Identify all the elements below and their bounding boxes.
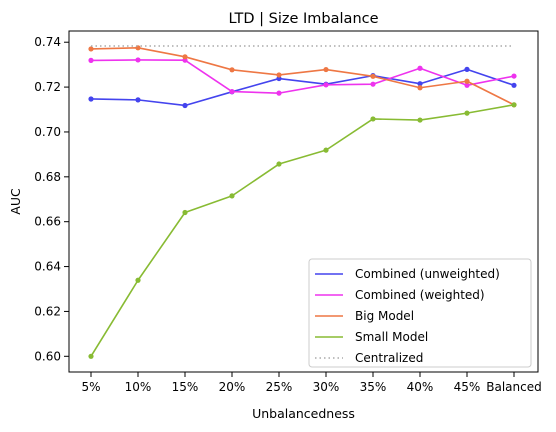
series-line bbox=[91, 69, 514, 105]
y-tick-label: 0.72 bbox=[34, 80, 61, 94]
x-axis-title: Unbalancedness bbox=[252, 406, 355, 421]
y-tick-label: 0.64 bbox=[34, 260, 61, 274]
x-tick-label: 30% bbox=[313, 380, 340, 394]
legend-label: Centralized bbox=[355, 351, 423, 365]
series-line bbox=[91, 60, 514, 93]
data-point bbox=[276, 161, 281, 166]
data-point bbox=[182, 54, 187, 59]
x-axis-ticks: 5% 10% 15% 20% 25% 30% 35% 40% 45% Balanced bbox=[81, 372, 541, 394]
data-point bbox=[88, 354, 93, 359]
y-tick-label: 0.70 bbox=[34, 125, 61, 139]
data-point bbox=[182, 210, 187, 215]
data-point bbox=[229, 89, 234, 94]
chart-title: LTD | Size Imbalance bbox=[228, 11, 378, 27]
x-tick-label: 10% bbox=[125, 380, 152, 394]
data-point bbox=[182, 103, 187, 108]
data-point bbox=[229, 67, 234, 72]
y-tick-label: 0.66 bbox=[34, 215, 61, 229]
data-point bbox=[276, 72, 281, 77]
series-line bbox=[91, 48, 514, 105]
data-point bbox=[417, 66, 422, 71]
x-tick-label: 45% bbox=[454, 380, 481, 394]
data-point bbox=[135, 97, 140, 102]
data-point bbox=[464, 67, 469, 72]
legend-label: Big Model bbox=[355, 309, 414, 323]
data-point bbox=[370, 74, 375, 79]
data-point bbox=[276, 91, 281, 96]
x-tick-label: Balanced bbox=[486, 380, 541, 394]
data-point bbox=[370, 82, 375, 87]
y-tick-label: 0.74 bbox=[34, 35, 61, 49]
data-point bbox=[370, 116, 375, 121]
x-tick-label: 25% bbox=[266, 380, 293, 394]
data-point bbox=[88, 46, 93, 51]
x-tick-label: 40% bbox=[407, 380, 434, 394]
y-axis-ticks: 0.60 0.62 0.64 0.66 0.68 0.70 0.72 0.74 bbox=[34, 35, 69, 363]
data-point bbox=[135, 278, 140, 283]
x-tick-label: 20% bbox=[219, 380, 246, 394]
data-point bbox=[511, 73, 516, 78]
y-axis-title: AUC bbox=[8, 188, 23, 215]
legend-label: Small Model bbox=[355, 330, 428, 344]
y-tick-label: 0.68 bbox=[34, 170, 61, 184]
data-point bbox=[135, 57, 140, 62]
y-tick-label: 0.60 bbox=[34, 349, 61, 363]
data-point bbox=[88, 96, 93, 101]
data-point bbox=[323, 148, 328, 153]
data-point bbox=[417, 85, 422, 90]
legend: Combined (unweighted) Combined (weighted)… bbox=[309, 259, 531, 367]
x-tick-label: 15% bbox=[172, 380, 199, 394]
data-point bbox=[323, 82, 328, 87]
data-point bbox=[229, 193, 234, 198]
legend-label: Combined (weighted) bbox=[355, 288, 485, 302]
x-tick-label: 5% bbox=[81, 380, 100, 394]
data-point bbox=[511, 102, 516, 107]
data-point bbox=[417, 117, 422, 122]
legend-label: Combined (unweighted) bbox=[355, 267, 500, 281]
data-point bbox=[88, 58, 93, 63]
data-point bbox=[323, 67, 328, 72]
data-point bbox=[464, 111, 469, 116]
data-point bbox=[464, 79, 469, 84]
y-tick-label: 0.62 bbox=[34, 304, 61, 318]
x-tick-label: 35% bbox=[360, 380, 387, 394]
data-point bbox=[511, 83, 516, 88]
